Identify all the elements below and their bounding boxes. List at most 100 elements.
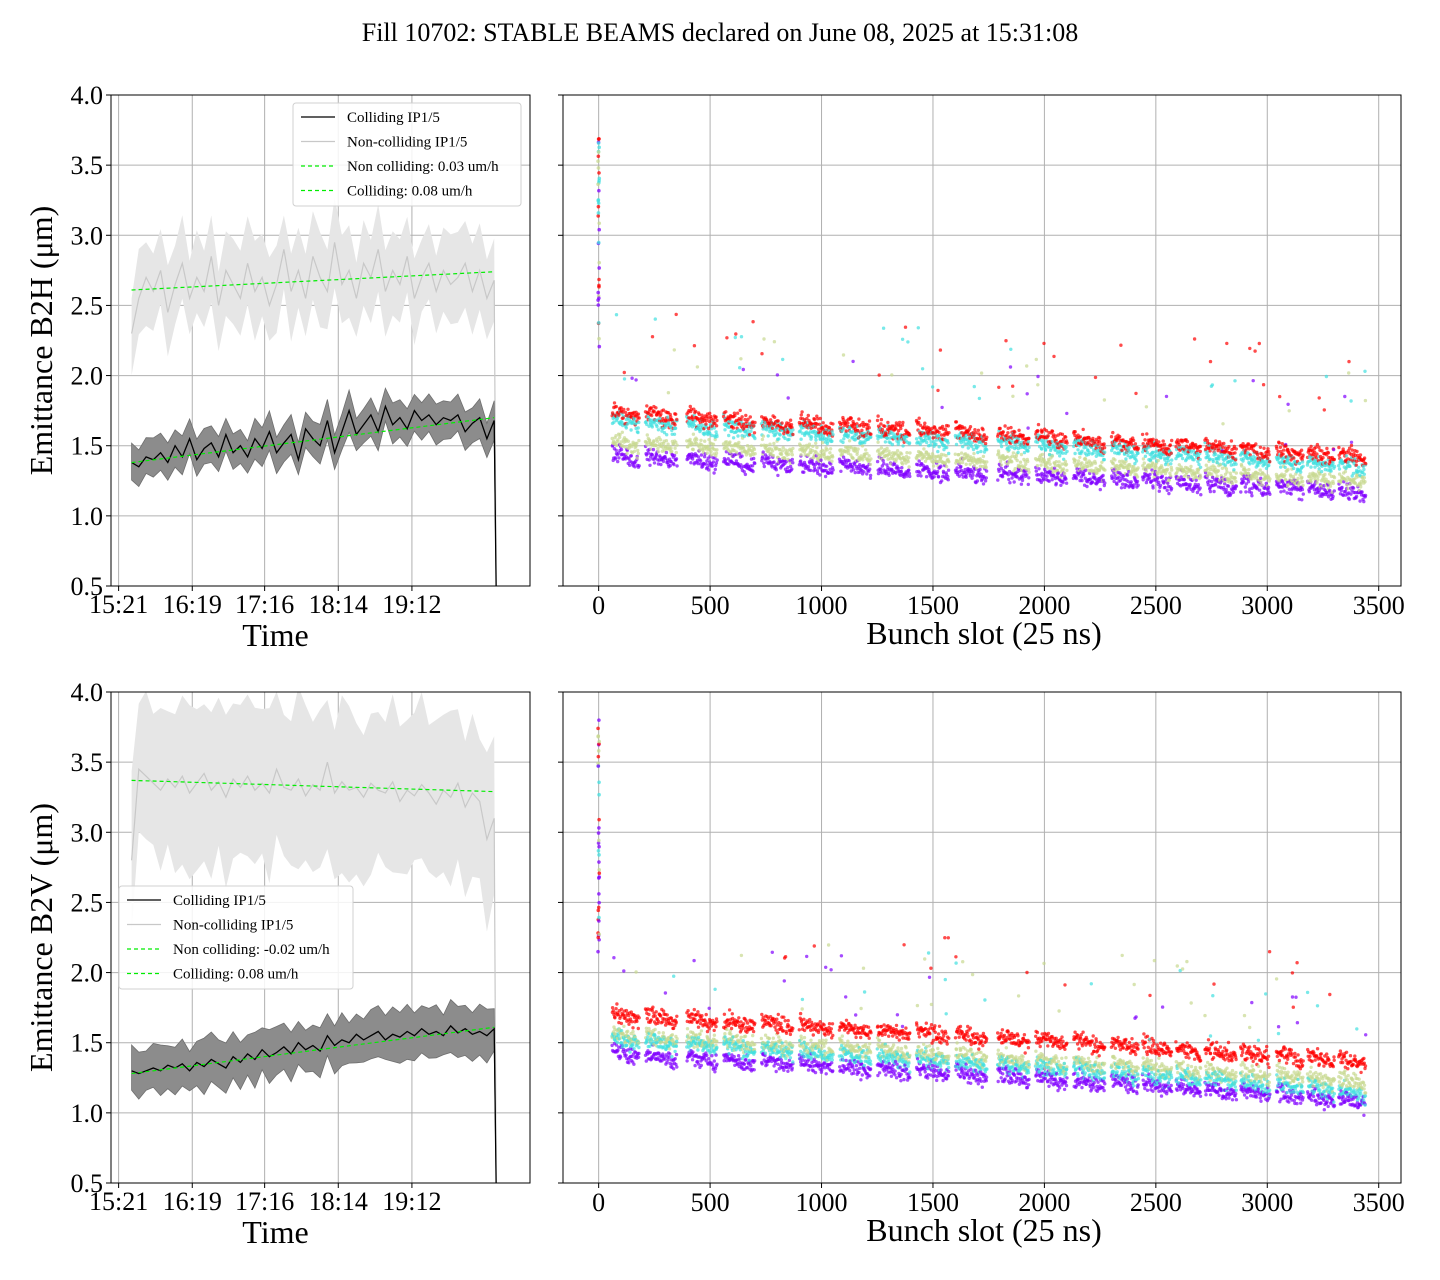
scatter-point <box>1289 474 1293 479</box>
scatter-point <box>1266 485 1271 490</box>
scatter-point <box>1337 464 1341 468</box>
fit-line <box>131 1026 495 1075</box>
x-tick-label: 15:21 <box>89 1187 148 1216</box>
scatter-point <box>947 431 951 435</box>
scatter-point <box>831 455 835 459</box>
scatter-point <box>658 416 662 421</box>
scatter-point <box>738 429 743 433</box>
scatter-point <box>1148 472 1152 477</box>
scatter-point <box>815 445 819 450</box>
scatter-point <box>1326 451 1331 455</box>
scatter-point <box>739 335 744 339</box>
scatter-point <box>1317 445 1321 449</box>
scatter-point <box>596 761 600 766</box>
scatter-point <box>1011 394 1015 398</box>
scatter-point <box>972 384 976 389</box>
scatter-point <box>1141 457 1146 461</box>
scatter-point <box>596 198 601 202</box>
scatter-point <box>656 450 661 454</box>
scatter-point <box>621 410 625 414</box>
scatter-point <box>887 473 891 477</box>
scatter-point <box>1111 430 1115 435</box>
scatter-point <box>937 445 941 449</box>
scatter-point <box>944 464 949 469</box>
scatter-point <box>1343 394 1347 399</box>
scatter-point <box>1246 480 1251 484</box>
scatter-point <box>1355 449 1359 454</box>
scatter-point <box>1328 472 1332 476</box>
scatter-point <box>1154 438 1159 442</box>
scatter-point <box>624 1053 628 1058</box>
scatter-point <box>1037 467 1041 471</box>
scatter-point <box>712 471 716 475</box>
scatter-point <box>753 420 757 425</box>
scatter-point <box>1063 471 1067 476</box>
scatter-point <box>906 340 910 344</box>
scatter-point <box>1149 457 1153 461</box>
scatter-point <box>799 459 803 463</box>
scatter-point <box>750 464 755 468</box>
scatter-point <box>918 442 922 446</box>
scatter-point <box>1323 472 1327 477</box>
scatter-point <box>807 442 812 446</box>
scatter-point <box>1079 470 1083 474</box>
scatter-point <box>617 456 621 460</box>
scatter-point <box>597 137 601 141</box>
scatter-point <box>596 166 601 170</box>
scatter-point <box>890 442 895 447</box>
scatter-point <box>654 406 658 410</box>
scatter-point <box>1285 491 1289 495</box>
scatter-point <box>781 446 785 450</box>
scatter-point <box>1018 460 1023 464</box>
scatter-point <box>1142 461 1147 465</box>
scatter-point <box>875 459 880 464</box>
scatter-point <box>772 415 777 419</box>
scatter-point <box>707 468 711 472</box>
scatter-point <box>674 440 678 444</box>
scatter-point <box>739 463 743 467</box>
scatter-point <box>1135 479 1140 484</box>
scatter-point <box>1278 445 1283 449</box>
scatter-point <box>1009 347 1013 351</box>
scatter-point <box>772 441 776 446</box>
y-tick-label: 1.0 <box>71 502 104 531</box>
scatter-point <box>650 335 655 339</box>
scatter-point <box>596 211 601 215</box>
scatter-point <box>1279 490 1283 494</box>
scatter-point <box>899 452 904 456</box>
scatter-point <box>1022 450 1027 455</box>
scatter-point <box>697 445 701 449</box>
scatter-point <box>936 449 940 454</box>
scatter-point <box>675 464 679 468</box>
scatter-point <box>853 470 857 475</box>
scatter-point <box>961 444 965 449</box>
scatter-point <box>1133 461 1137 466</box>
scatter-point <box>1060 432 1065 436</box>
scatter-point <box>828 447 833 451</box>
scatter-point <box>1337 467 1342 471</box>
scatter-point <box>960 431 964 435</box>
scatter-point <box>1034 469 1039 473</box>
scatter-point <box>1196 459 1200 464</box>
scatter-point <box>1205 439 1210 443</box>
scatter-point <box>1230 481 1235 486</box>
y-tick-label: 3.5 <box>71 748 104 777</box>
scatter-point <box>1144 405 1149 409</box>
scatter-point <box>1015 475 1019 479</box>
scatter-point <box>715 448 719 452</box>
scatter-point <box>931 464 936 468</box>
scatter-point <box>1251 379 1255 383</box>
scatter-point <box>700 413 704 417</box>
scatter-point <box>622 370 626 375</box>
scatter-point <box>1169 451 1173 455</box>
scatter-point <box>1168 474 1173 478</box>
scatter-point <box>596 908 601 913</box>
scatter-point <box>699 459 703 463</box>
scatter-point <box>1356 453 1360 458</box>
scatter-point <box>628 1017 633 1021</box>
legend-label: Non colliding: 0.03 um/h <box>347 159 499 175</box>
scatter-point <box>1257 488 1262 492</box>
scatter-point <box>623 410 628 415</box>
scatter-point <box>1170 438 1174 443</box>
